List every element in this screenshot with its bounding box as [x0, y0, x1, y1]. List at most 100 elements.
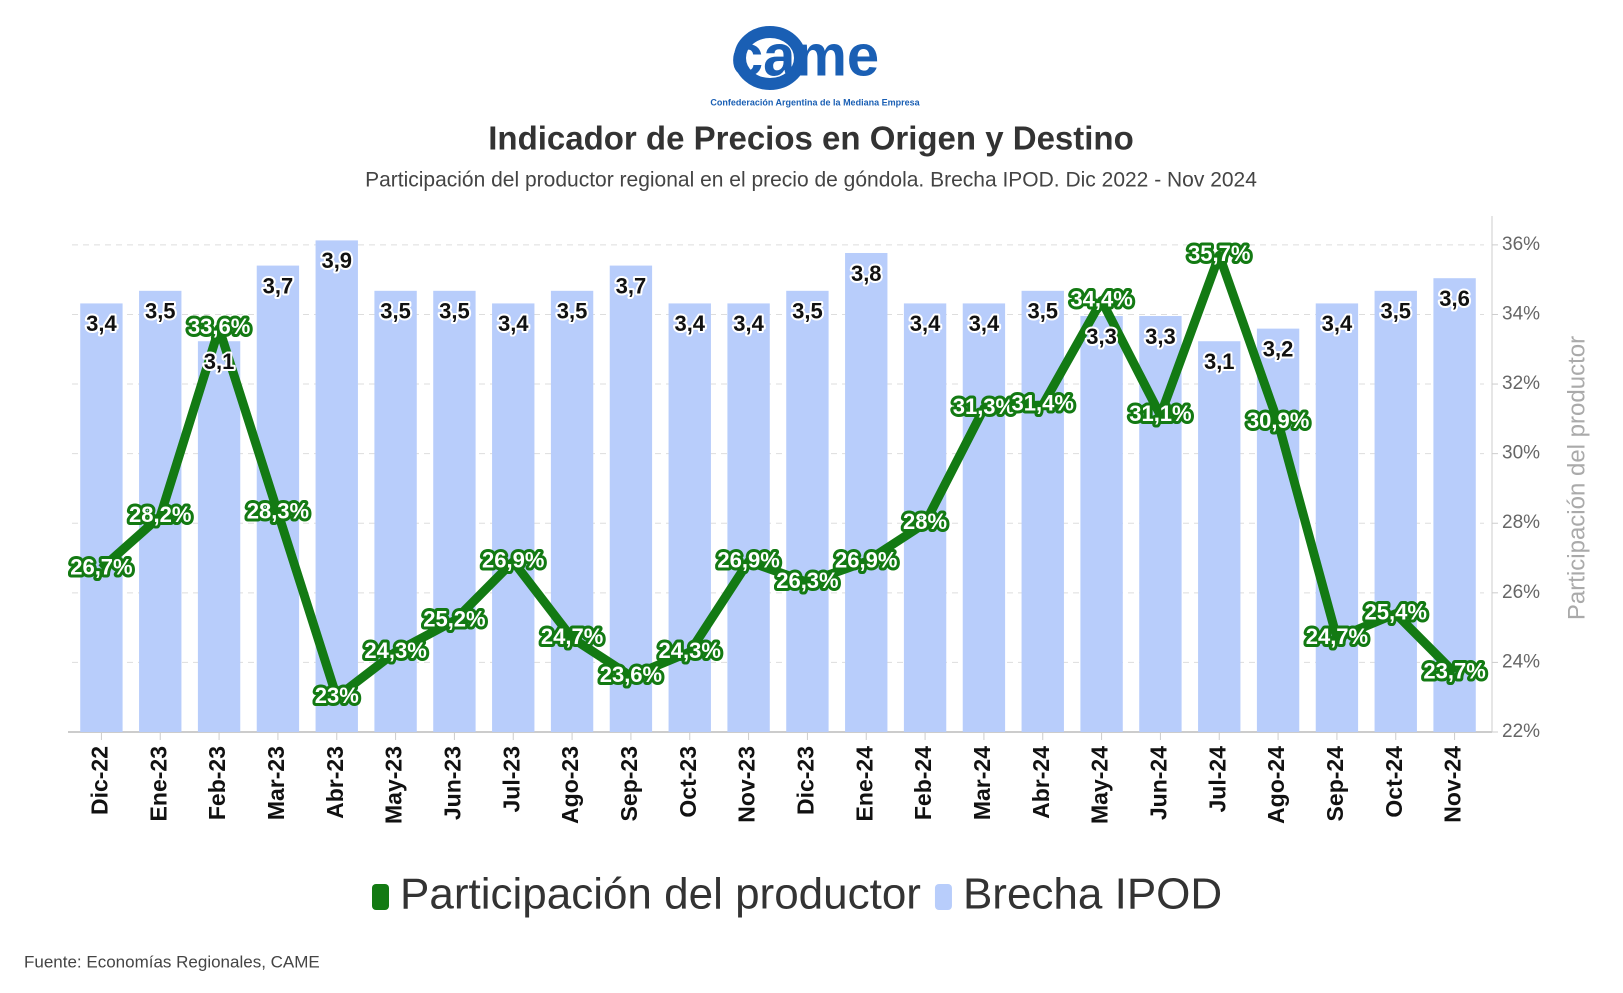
bar	[845, 252, 888, 732]
x-tick-label: Feb-23	[204, 746, 230, 820]
line-value-label: 34,4%	[1070, 286, 1132, 311]
x-tick-label: Jun-24	[1145, 746, 1171, 820]
x-tick-label: Ene-24	[851, 746, 877, 822]
x-tick-label: Abr-23	[322, 746, 348, 819]
bar-value-label: 3,8	[851, 261, 882, 286]
bar-value-label: 3,4	[86, 311, 117, 336]
bar-value-label: 3,4	[1322, 311, 1353, 336]
bar-value-label: 3,4	[969, 311, 1000, 336]
line-value-label: 31,1%	[1129, 401, 1191, 426]
x-tick-label: Abr-24	[1028, 746, 1054, 819]
legend-swatch	[372, 884, 389, 910]
source: Fuente: Economías Regionales, CAME	[24, 952, 320, 971]
x-tick-label: Jul-23	[498, 746, 524, 812]
line-value-label: 25,4%	[1365, 600, 1427, 625]
bar	[433, 290, 476, 732]
bar-value-label: 3,9	[321, 248, 352, 273]
bar-value-label: 3,5	[145, 299, 176, 324]
chart-title: Indicador de Precios en Origen y Destino	[488, 120, 1134, 157]
bar	[197, 341, 241, 732]
bar-value-label: 3,4	[733, 311, 764, 336]
bar-value-label: 3,5	[439, 299, 470, 324]
legend: Participación del productor Brecha IPOD	[372, 870, 1222, 919]
bar	[80, 303, 123, 732]
legend-label: Brecha IPOD	[963, 870, 1222, 919]
x-tick-label: Dic-23	[792, 746, 818, 815]
y2-tick-label: 28%	[1502, 512, 1540, 533]
logo-caption: Confederación Argentina de la Mediana Em…	[710, 97, 920, 107]
line-value-label: 23,6%	[600, 662, 662, 687]
x-tick-label: Feb-24	[910, 746, 936, 820]
lines	[98, 250, 1458, 702]
bar-value-label: 3,3	[1086, 324, 1117, 349]
bar	[786, 290, 829, 732]
line-value-label: 33,6%	[188, 314, 250, 339]
line-value-label: 26,3%	[776, 568, 838, 593]
x-tick-label: Sep-24	[1322, 746, 1348, 822]
x-tick-label: Mar-24	[969, 746, 995, 820]
chart-subtitle: Participación del productor regional en …	[365, 169, 1257, 192]
y2-tick-label: 32%	[1502, 373, 1540, 394]
bar-value-label: 3,4	[910, 311, 941, 336]
bar-value-label: 3,7	[616, 273, 647, 298]
line-value-label: 28%	[903, 509, 947, 534]
bar-value-label: 3,6	[1439, 286, 1470, 311]
x-tick-label: Nov-23	[734, 746, 760, 823]
bar	[1256, 328, 1300, 732]
line-value-label: 30,9%	[1247, 408, 1309, 433]
bar-value-label: 3,7	[263, 273, 294, 298]
x-tick-label: Oct-23	[675, 746, 701, 818]
line-value-label: 23%	[315, 683, 359, 708]
line-value-label: 26,9%	[482, 547, 544, 572]
labels: 3,4 3,5 3,1 3,7 3,9 3,5 3,5 3,4 3,5 3,7 3,4 3,4 3,5 3…	[67, 238, 1489, 711]
y2-tick-label: 24%	[1502, 651, 1540, 672]
legend-label: Participación del productor	[400, 870, 921, 919]
x-tick-label: Dic-22	[86, 746, 112, 815]
line-value-label: 24,3%	[659, 638, 721, 663]
bar-value-label: 3,4	[498, 311, 529, 336]
logo-text: came	[731, 23, 879, 88]
x-tick-label: Jun-23	[439, 746, 465, 820]
line-value-label: 26,9%	[835, 547, 897, 572]
x-tick-label: Mar-23	[263, 746, 289, 820]
bar	[1080, 316, 1123, 732]
x-tick-label: May-24	[1087, 746, 1113, 824]
x-tick-label: May-23	[381, 746, 407, 824]
line-value-label: 26,9%	[717, 547, 779, 572]
line-value-label: 31,3%	[953, 394, 1015, 419]
bar	[1315, 303, 1359, 732]
y2-tick-label: 22%	[1502, 721, 1540, 742]
line-value-label: 26,7%	[70, 554, 132, 579]
y2-tick-label: 34%	[1502, 303, 1540, 324]
y2-tick-label: 26%	[1502, 582, 1540, 603]
bar-value-label: 3,4	[674, 311, 705, 336]
bar-value-label: 3,5	[1380, 299, 1411, 324]
line-value-label: 24,7%	[1306, 624, 1368, 649]
line-value-label: 31,4%	[1012, 391, 1074, 416]
bar-value-label: 3,5	[380, 299, 411, 324]
y2-tick-label: 36%	[1502, 234, 1540, 255]
bar	[1021, 290, 1064, 732]
x-tick-label: Ago-24	[1263, 746, 1289, 824]
line-value-label: 24,7%	[541, 624, 603, 649]
x-tick-label: Oct-24	[1381, 746, 1407, 818]
line-value-label: 28,2%	[129, 502, 191, 527]
x-tick-label: Sep-23	[616, 746, 642, 821]
bar-value-label: 3,2	[1263, 336, 1294, 361]
bar-value-label: 3,5	[557, 299, 588, 324]
bar	[962, 303, 1006, 732]
x-tick-label: Jul-24	[1204, 746, 1230, 813]
bar	[550, 290, 594, 732]
bar	[1374, 290, 1417, 732]
bar-value-label: 3,3	[1145, 324, 1176, 349]
line-value-label: 35,7%	[1188, 241, 1250, 266]
x-tick-label: Nov-24	[1440, 746, 1466, 823]
bar-value-label: 3,1	[204, 349, 235, 374]
bar	[668, 303, 711, 732]
bar	[727, 303, 770, 732]
line-value-label: 23,7%	[1423, 659, 1485, 684]
line-value-label: 28,3%	[247, 499, 309, 524]
bar-value-label: 3,5	[1027, 299, 1058, 324]
line-value-label: 24,3%	[364, 638, 426, 663]
